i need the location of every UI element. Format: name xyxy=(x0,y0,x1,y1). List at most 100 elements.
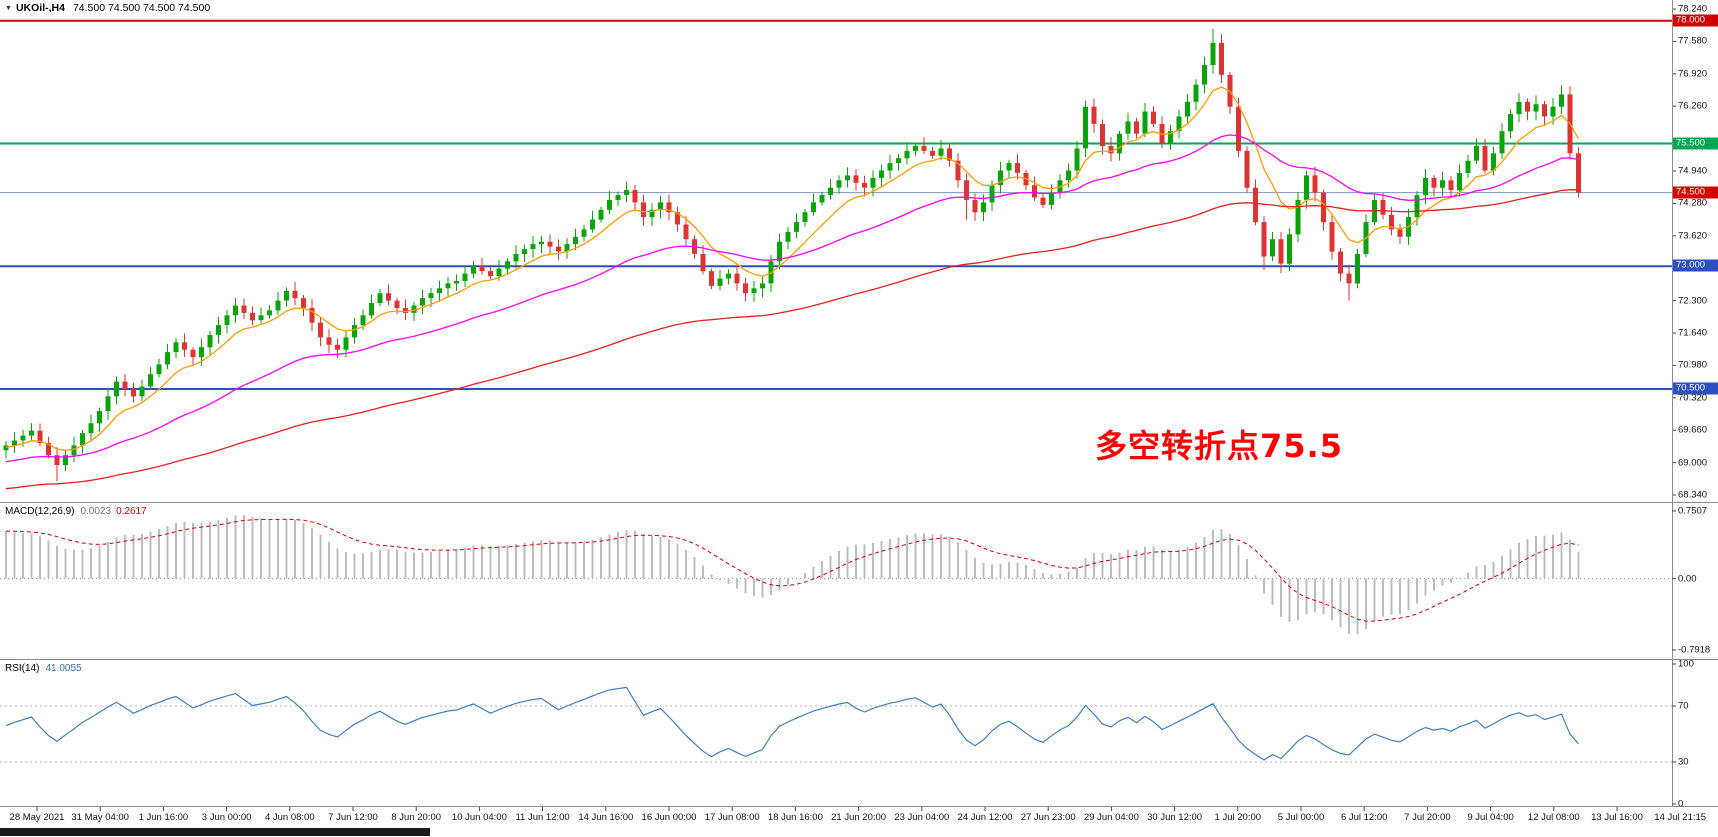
candle-body xyxy=(726,273,731,279)
candle-body xyxy=(539,241,544,245)
candle-body xyxy=(471,266,476,274)
candle-body xyxy=(488,271,493,276)
rsi-title: RSI(14) xyxy=(5,663,40,674)
symbol-dropdown-icon[interactable]: ▼ xyxy=(5,5,12,12)
candle-body xyxy=(1414,195,1420,218)
candle-body xyxy=(1312,175,1318,193)
candle-body xyxy=(37,430,43,443)
candle-body xyxy=(1236,106,1241,151)
candle-body xyxy=(870,177,876,188)
candle-body xyxy=(700,254,706,272)
candle-body xyxy=(624,190,629,195)
candle-body xyxy=(1346,273,1352,284)
candle-body xyxy=(97,411,102,424)
candle-body xyxy=(1474,146,1479,161)
candle-body xyxy=(972,200,978,213)
candle-body xyxy=(751,288,757,294)
candle-body xyxy=(479,266,485,272)
candle-body xyxy=(224,315,230,326)
candle-body xyxy=(343,337,349,350)
candle-body xyxy=(496,268,502,277)
candle-body xyxy=(1525,101,1530,112)
macd-indicator-label: MACD(12,26,9) 0.0023 0.2617 xyxy=(5,506,147,517)
candle-body xyxy=(981,202,986,213)
candle-body xyxy=(581,229,587,237)
candle-body xyxy=(1100,123,1105,146)
candle-body xyxy=(1176,116,1182,132)
candle-body xyxy=(309,308,315,323)
candle-body xyxy=(54,455,60,465)
candle-body xyxy=(717,278,723,286)
candle-body xyxy=(1168,131,1173,144)
candle-body xyxy=(207,335,213,348)
candle-body xyxy=(785,231,791,242)
candle-body xyxy=(360,315,366,326)
horizontal-scrollbar[interactable] xyxy=(0,828,430,836)
candle-body xyxy=(632,190,638,203)
symbol-info-bar[interactable]: ▼ UKOil-,H4 74.500 74.500 74.500 74.500 xyxy=(5,2,210,14)
candle-body xyxy=(794,222,799,232)
candle-body xyxy=(1006,163,1012,171)
candle-body xyxy=(63,455,68,465)
candle-body xyxy=(1499,131,1505,154)
candle-body xyxy=(641,202,646,218)
candle-body xyxy=(437,288,442,294)
candle-body xyxy=(938,148,944,156)
candle-body xyxy=(964,180,969,200)
candle-body xyxy=(930,150,935,156)
candle-body xyxy=(1202,65,1207,85)
candle-body xyxy=(250,312,255,321)
candle-body xyxy=(80,433,85,446)
candle-body xyxy=(879,170,884,178)
candle-body xyxy=(46,443,51,456)
candle-body xyxy=(462,273,468,281)
candle-body xyxy=(615,195,621,200)
candle-body xyxy=(1516,101,1522,115)
candle-body xyxy=(1015,163,1020,173)
macd-title: MACD(12,26,9) xyxy=(5,506,75,517)
candle-body xyxy=(530,244,536,249)
candle-body xyxy=(403,308,408,313)
candle-body xyxy=(556,246,561,252)
candle-body xyxy=(114,381,119,397)
candle-body xyxy=(811,202,816,213)
candle-body xyxy=(165,352,170,365)
candle-body xyxy=(1380,200,1386,215)
candle-body xyxy=(156,364,162,375)
candle-body xyxy=(1278,239,1284,264)
candle-body xyxy=(1559,94,1564,107)
macd-signal-value: 0.2617 xyxy=(116,506,147,517)
candle-body xyxy=(1482,146,1488,171)
candle-body xyxy=(352,325,357,338)
candle-body xyxy=(913,146,918,151)
candle-body xyxy=(1550,106,1556,117)
candle-body xyxy=(1049,192,1054,205)
candle-body xyxy=(1304,175,1309,200)
candle-body xyxy=(1542,104,1547,117)
candle-body xyxy=(284,290,289,301)
candle-body xyxy=(1533,104,1539,112)
candle-body xyxy=(1185,101,1190,117)
rsi-value: 41.0055 xyxy=(45,663,82,674)
candle-body xyxy=(292,290,298,299)
ma-line-fast xyxy=(5,86,1580,451)
rsi-line xyxy=(5,686,1579,761)
candle-body xyxy=(1287,234,1292,264)
candle-body xyxy=(233,305,238,316)
candle-body xyxy=(1125,121,1131,134)
candle-body xyxy=(29,430,34,436)
candle-body xyxy=(590,219,595,230)
candle-body xyxy=(921,146,927,151)
candle-body xyxy=(190,349,196,358)
candle-body xyxy=(862,182,867,188)
candle-body xyxy=(377,293,383,303)
candle-body xyxy=(3,445,9,451)
ohlc-quote: 74.500 74.500 74.500 74.500 xyxy=(72,2,211,14)
candle-body xyxy=(1253,187,1258,223)
candle-body xyxy=(887,163,893,171)
candle-body xyxy=(547,241,553,247)
candle-body xyxy=(105,396,111,411)
candle-body xyxy=(998,170,1003,186)
